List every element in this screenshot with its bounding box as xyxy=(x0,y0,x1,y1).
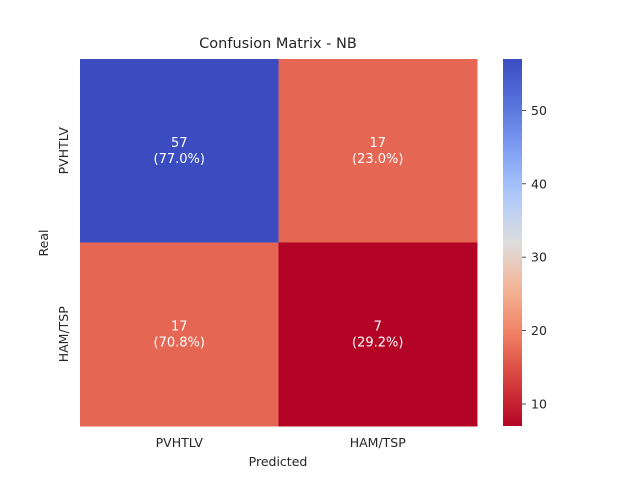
colorbar-tick-label: 10 xyxy=(531,396,547,411)
cell-percent-label: (29.2%) xyxy=(352,335,403,350)
y-tick-label: HAM/TSP xyxy=(56,306,71,363)
colorbar-ticks: 10 20 30 40 50 xyxy=(522,103,547,411)
chart-title: Confusion Matrix - NB xyxy=(199,36,357,52)
colorbar-tick-label: 20 xyxy=(531,323,547,338)
cell-percent-label: (77.0%) xyxy=(154,152,205,167)
heatmap-cells xyxy=(80,59,478,427)
heatmap-cell-true-positive xyxy=(278,242,478,427)
colorbar-tick-label: 40 xyxy=(531,176,547,191)
colorbar-tick-label: 30 xyxy=(531,250,547,265)
cell-percent-label: (23.0%) xyxy=(352,152,403,167)
x-tick-label: HAM/TSP xyxy=(350,435,407,450)
heatmap-cell-true-negative xyxy=(80,59,279,243)
y-tick-label: PVHTLV xyxy=(56,127,71,175)
heatmap-cell-false-negative xyxy=(80,242,279,427)
x-tick-label: PVHTLV xyxy=(156,435,204,450)
y-axis-label: Real xyxy=(36,230,51,257)
cell-percent-label: (70.8%) xyxy=(154,335,205,350)
y-tick-labels: PVHTLV HAM/TSP xyxy=(56,127,71,363)
x-axis-label: Predicted xyxy=(249,454,308,469)
x-tick-labels: PVHTLV HAM/TSP xyxy=(156,435,407,450)
cell-count-label: 17 xyxy=(369,136,386,151)
colorbar xyxy=(503,59,522,426)
cell-count-label: 57 xyxy=(171,136,188,151)
heatmap-cell-labels: 57(77.0%)17(23.0%)17(70.8%)7(29.2%) xyxy=(154,136,404,351)
heatmap-cell-false-positive xyxy=(278,59,478,243)
cell-count-label: 7 xyxy=(374,319,382,334)
colorbar-tick-label: 50 xyxy=(531,103,547,118)
cell-count-label: 17 xyxy=(171,319,188,334)
